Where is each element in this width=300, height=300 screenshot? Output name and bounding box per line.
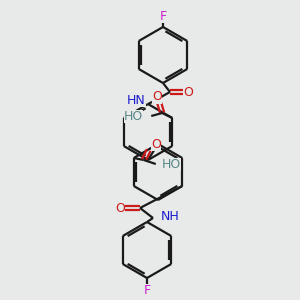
Text: O: O [152, 91, 162, 103]
Text: HO: HO [124, 110, 143, 122]
Text: O: O [115, 202, 125, 214]
Text: F: F [143, 284, 151, 296]
Text: NH: NH [161, 209, 180, 223]
Text: O: O [183, 85, 193, 98]
Text: F: F [159, 10, 167, 22]
Text: HO: HO [162, 158, 181, 170]
Text: O: O [151, 137, 160, 151]
Text: HN: HN [127, 94, 146, 106]
